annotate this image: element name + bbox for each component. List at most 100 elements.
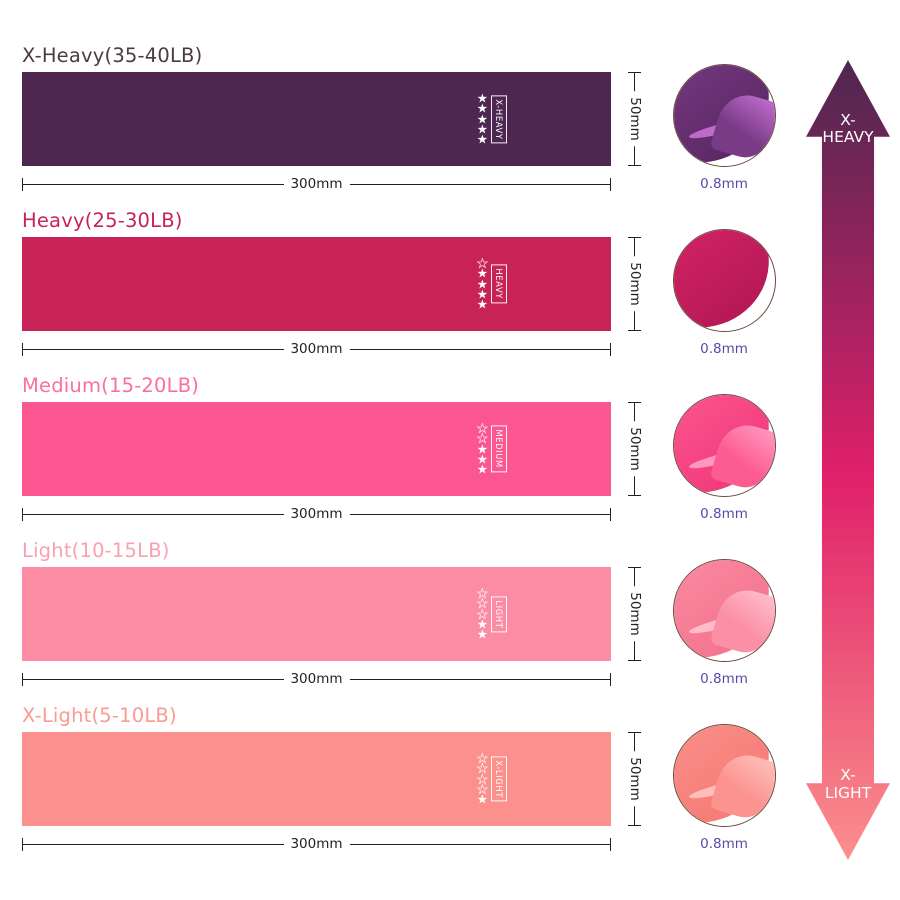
- band-closeup-photo: [672, 229, 776, 332]
- band-level-tag: HEAVY: [491, 264, 507, 304]
- band-swatch: ★ ★ ★ ★ ★ HEAVY: [22, 237, 611, 331]
- length-dimension: 300mm: [22, 341, 611, 357]
- length-value: 300mm: [283, 176, 350, 192]
- dimension-cap-bottom: [628, 330, 641, 331]
- star-empty-icon: ★: [476, 255, 488, 271]
- dimension-cap-top: [628, 72, 641, 73]
- width-value: 50mm: [627, 91, 643, 147]
- star-rating: ★ ★ ★ ★ ★: [476, 91, 488, 147]
- dimension-cap-left: [22, 343, 23, 356]
- width-dimension: 50mm: [622, 402, 648, 496]
- dimension-cap-right: [610, 838, 611, 851]
- star-filled-icon: ★: [476, 265, 488, 281]
- band-title: Light(10-15LB): [22, 539, 170, 562]
- thickness-value: 0.8mm: [700, 671, 748, 687]
- star-empty-icon: ★: [476, 770, 488, 786]
- length-value: 300mm: [283, 671, 350, 687]
- thickness-value: 0.8mm: [700, 836, 748, 852]
- arrow-shape: [806, 60, 890, 860]
- length-dimension: 300mm: [22, 836, 611, 852]
- dimension-cap-top: [628, 402, 641, 403]
- band-level-tag: LIGHT: [491, 595, 507, 633]
- width-dimension: 50mm: [622, 237, 648, 331]
- width-value: 50mm: [627, 751, 643, 807]
- thickness-inset: 0.8mm: [669, 724, 779, 852]
- thickness-value: 0.8mm: [700, 176, 748, 192]
- dimension-cap-right: [610, 673, 611, 686]
- star-empty-icon: ★: [476, 605, 488, 621]
- dimension-cap-left: [22, 178, 23, 191]
- dimension-cap-bottom: [628, 660, 641, 661]
- star-filled-icon: ★: [476, 451, 488, 467]
- length-dimension: 300mm: [22, 176, 611, 192]
- length-dimension: 300mm: [22, 506, 611, 522]
- width-value: 50mm: [627, 256, 643, 312]
- dimension-cap-left: [22, 673, 23, 686]
- dimension-cap-left: [22, 838, 23, 851]
- band-swatch: ★ ★ ★ ★ ★ X-HEAVY: [22, 72, 611, 166]
- band-level-tag: X-LIGHT: [491, 756, 507, 802]
- star-filled-icon: ★: [476, 275, 488, 291]
- star-empty-icon: ★: [476, 585, 488, 601]
- band-swatch: ★ ★ ★ ★ ★ LIGHT: [22, 567, 611, 661]
- star-filled-icon: ★: [476, 110, 488, 126]
- dimension-cap-bottom: [628, 165, 641, 166]
- star-empty-icon: ★: [476, 781, 488, 797]
- band-marking: ★ ★ ★ ★ ★ MEDIUM: [476, 420, 507, 477]
- width-value: 50mm: [627, 421, 643, 477]
- dimension-cap-right: [610, 178, 611, 191]
- star-empty-icon: ★: [476, 595, 488, 611]
- dimension-cap-top: [628, 732, 641, 733]
- band-closeup-photo: [672, 559, 776, 662]
- star-filled-icon: ★: [476, 131, 488, 147]
- dimension-cap-top: [628, 567, 641, 568]
- band-closeup-photo: [672, 724, 776, 827]
- star-filled-icon: ★: [476, 791, 488, 807]
- thickness-inset: 0.8mm: [669, 559, 779, 687]
- star-rating: ★ ★ ★ ★ ★: [476, 255, 488, 312]
- star-rating: ★ ★ ★ ★ ★: [476, 585, 488, 642]
- band-title: X-Heavy(35-40LB): [22, 44, 203, 67]
- star-filled-icon: ★: [476, 121, 488, 137]
- star-empty-icon: ★: [476, 430, 488, 446]
- dimension-cap-right: [610, 508, 611, 521]
- length-value: 300mm: [283, 506, 350, 522]
- star-filled-icon: ★: [476, 286, 488, 302]
- star-filled-icon: ★: [476, 100, 488, 116]
- resistance-scale-arrow: X- HEAVY X- LIGHT: [806, 60, 890, 860]
- width-dimension: 50mm: [622, 72, 648, 166]
- star-empty-icon: ★: [476, 760, 488, 776]
- dimension-cap-right: [610, 343, 611, 356]
- star-filled-icon: ★: [476, 440, 488, 456]
- band-marking: ★ ★ ★ ★ ★ HEAVY: [476, 255, 507, 312]
- star-filled-icon: ★: [476, 616, 488, 632]
- band-marking: ★ ★ ★ ★ ★ X-LIGHT: [476, 750, 507, 807]
- band-swatch: ★ ★ ★ ★ ★ MEDIUM: [22, 402, 611, 496]
- arrow-label-top: X- HEAVY: [822, 111, 874, 147]
- thickness-inset: 0.8mm: [669, 229, 779, 357]
- length-value: 300mm: [283, 836, 350, 852]
- width-dimension: 50mm: [622, 732, 648, 826]
- star-empty-icon: ★: [476, 420, 488, 436]
- band-title: Heavy(25-30LB): [22, 209, 183, 232]
- band-swatch: ★ ★ ★ ★ ★ X-LIGHT: [22, 732, 611, 826]
- band-level-tag: X-HEAVY: [491, 94, 507, 144]
- star-filled-icon: ★: [476, 296, 488, 312]
- arrow-label-bottom: X- LIGHT: [824, 766, 872, 802]
- band-title: Medium(15-20LB): [22, 374, 200, 397]
- band-marking: ★ ★ ★ ★ ★ X-HEAVY: [476, 91, 507, 147]
- band-closeup-photo: [672, 64, 776, 167]
- width-dimension: 50mm: [622, 567, 648, 661]
- thickness-inset: 0.8mm: [669, 64, 779, 192]
- dimension-cap-bottom: [628, 495, 641, 496]
- dimension-cap-left: [22, 508, 23, 521]
- dimension-cap-top: [628, 237, 641, 238]
- star-rating: ★ ★ ★ ★ ★: [476, 750, 488, 807]
- star-rating: ★ ★ ★ ★ ★: [476, 420, 488, 477]
- star-empty-icon: ★: [476, 750, 488, 766]
- dimension-cap-bottom: [628, 825, 641, 826]
- star-filled-icon: ★: [476, 461, 488, 477]
- length-value: 300mm: [283, 341, 350, 357]
- star-filled-icon: ★: [476, 626, 488, 642]
